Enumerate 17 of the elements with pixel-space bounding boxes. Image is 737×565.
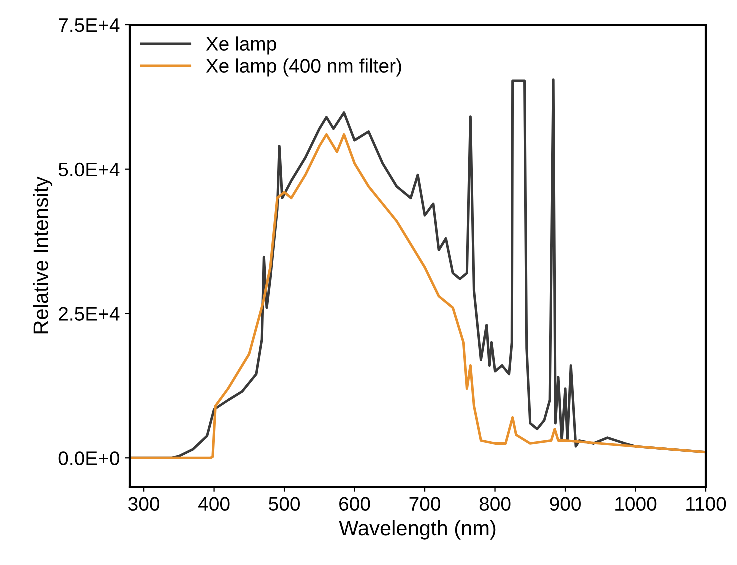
x-tick-label: 1100	[686, 497, 726, 512]
x-tick-label: 800	[480, 497, 511, 512]
y-tick-label: 0.0E+0	[58, 452, 120, 466]
x-tick-label: 900	[550, 497, 581, 512]
legend-label: Xe lamp	[206, 36, 276, 55]
x-tick-label: 700	[410, 497, 440, 512]
x-tick-label: 500	[269, 497, 300, 512]
x-tick-label: 600	[340, 497, 370, 512]
x-axis-title: Wavelength (nm)	[339, 520, 496, 540]
y-tick-label: 2.5E+4	[59, 307, 120, 321]
x-tick-label: 400	[198, 497, 230, 512]
x-tick-label: 300	[128, 497, 160, 512]
y-axis-title: Relative Intensity	[33, 176, 53, 334]
y-tick-label: 7.5E+4	[59, 18, 120, 32]
x-tick-label: 1000	[616, 497, 657, 512]
y-tick-label: 5.0E+4	[58, 162, 120, 177]
legend-label: Xe lamp (400 nm filter)	[206, 58, 402, 77]
